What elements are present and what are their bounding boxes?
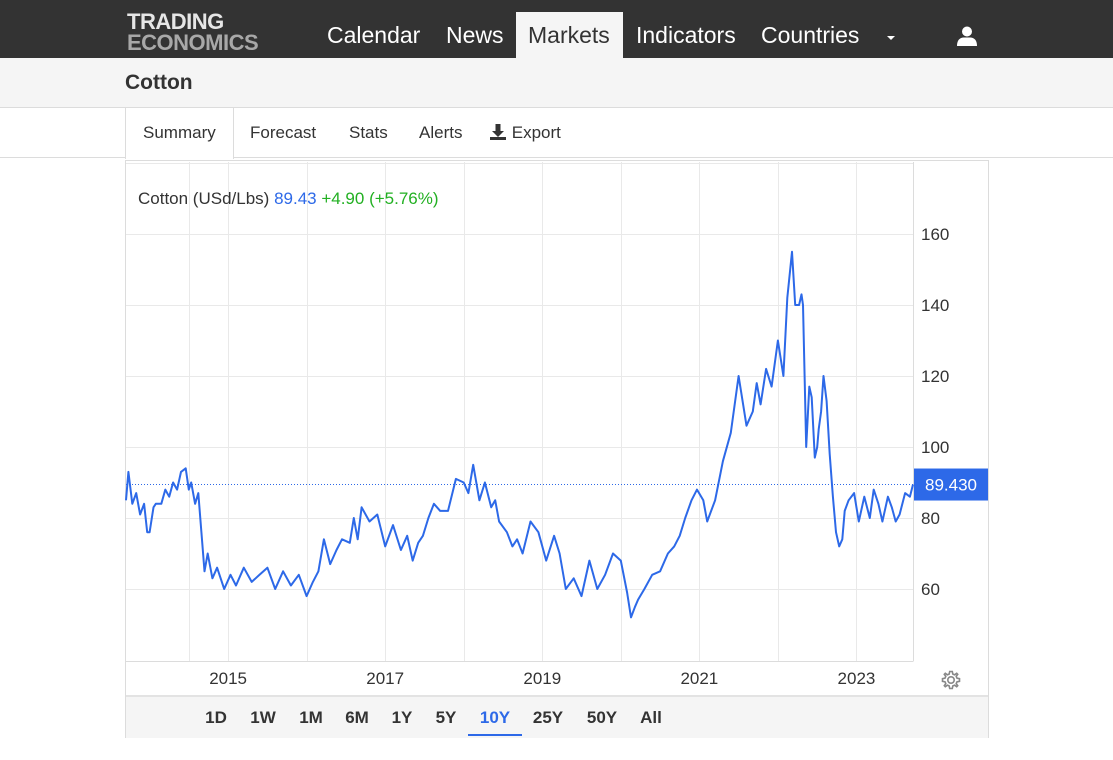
- x-tick-label: 2015: [209, 669, 247, 688]
- y-tick-label: 80: [921, 509, 940, 528]
- series-name-label: Cotton (USd/Lbs): [138, 189, 274, 208]
- range-25y-button[interactable]: 25Y: [532, 708, 564, 727]
- user-icon[interactable]: [956, 25, 978, 47]
- range-6m-button[interactable]: 6M: [345, 708, 369, 727]
- nav-markets[interactable]: Markets: [516, 12, 623, 58]
- logo-line1: TRADING: [127, 9, 224, 34]
- settings-gear-icon[interactable]: [940, 669, 962, 691]
- nav-indicators[interactable]: Indicators: [636, 22, 736, 48]
- change-label: +4.90 (+5.76%): [321, 189, 438, 208]
- range-5y-button[interactable]: 5Y: [435, 708, 457, 727]
- nav-news[interactable]: News: [446, 22, 504, 48]
- tab-forecast[interactable]: Forecast: [250, 123, 317, 142]
- range-all-button[interactable]: All: [640, 708, 662, 727]
- range-1d-button[interactable]: 1D: [205, 708, 227, 727]
- tab-export[interactable]: Export: [472, 108, 578, 158]
- nav-countries[interactable]: Countries: [761, 22, 860, 48]
- logo[interactable]: TRADING ECONOMICS: [127, 9, 259, 55]
- tab-stats[interactable]: Stats: [349, 123, 388, 142]
- title-band: [0, 58, 1113, 108]
- more-menu-caret-icon[interactable]: [887, 36, 895, 40]
- range-1w-button[interactable]: 1W: [250, 708, 276, 727]
- range-10y-button[interactable]: 10Y: [468, 698, 522, 736]
- tabs-divider: [0, 157, 1113, 158]
- nav-calendar[interactable]: Calendar: [327, 22, 421, 48]
- last-value-label: 89.43: [274, 189, 321, 208]
- page-title: Cotton: [125, 71, 193, 94]
- tab-summary[interactable]: Summary: [125, 108, 234, 159]
- range-1m-button[interactable]: 1M: [299, 708, 323, 727]
- range-50y-button[interactable]: 50Y: [586, 708, 618, 727]
- download-icon: [490, 124, 506, 140]
- x-tick-label: 2023: [838, 669, 876, 688]
- chart-container: [125, 160, 989, 738]
- x-tick-label: 2021: [680, 669, 718, 688]
- tab-export-label: Export: [511, 123, 561, 142]
- y-tick-label: 100: [921, 438, 949, 457]
- price-series-line: [125, 250, 914, 619]
- y-tick-label: 60: [921, 580, 940, 599]
- logo-line2: ECONOMICS: [127, 29, 259, 55]
- y-tick-label: 140: [921, 296, 949, 315]
- y-tick-label: 160: [921, 225, 949, 244]
- chart-header: Cotton (USd/Lbs) 89.43 +4.90 (+5.76%): [138, 189, 439, 208]
- range-1y-button[interactable]: 1Y: [391, 708, 413, 727]
- price-tag-label: 89.430: [925, 476, 977, 495]
- tab-alerts[interactable]: Alerts: [419, 123, 463, 142]
- x-tick-label: 2019: [523, 669, 561, 688]
- price-tag: [914, 468, 988, 501]
- range-selector: [126, 696, 988, 738]
- y-tick-label: 120: [921, 367, 949, 386]
- x-tick-label: 2017: [366, 669, 404, 688]
